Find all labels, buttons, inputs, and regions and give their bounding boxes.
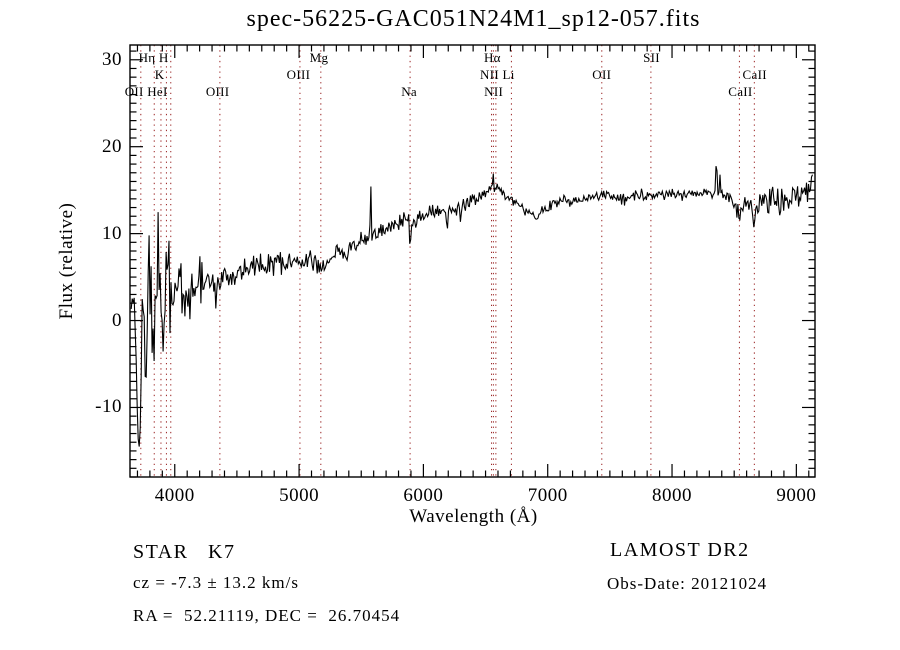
obs-date-label: Obs-Date: 20121024 [607, 574, 768, 593]
line-label: Mg [309, 50, 329, 65]
x-tick-label: 8000 [652, 485, 693, 506]
radial-velocity-label: cz = -7.3 ± 13.2 km/s [133, 573, 299, 592]
spectrum-path [130, 165, 814, 447]
y-tick-label: 30 [102, 48, 122, 70]
line-label: CaII [728, 84, 753, 99]
y-tick-label: 20 [102, 135, 122, 157]
y-tick-label: -10 [95, 396, 122, 418]
y-tick-label: 10 [102, 222, 122, 244]
line-label: OIII [205, 84, 230, 99]
y-tick-label: 0 [112, 309, 122, 331]
line-label: OII HeI [124, 84, 168, 99]
survey-release-label: LAMOST DR2 [610, 539, 750, 561]
plot-title: spec-56225-GAC051N24M1_sp12-057.fits [246, 6, 701, 32]
x-tick-label: 4000 [154, 485, 195, 506]
line-label: NII Li [480, 67, 515, 82]
object-class-label: STAR K7 [133, 541, 236, 563]
line-label: CaII [742, 67, 767, 82]
line-label: OII [592, 67, 612, 82]
line-label: OIII [286, 67, 311, 82]
x-axis-label: Wavelength (Å) [409, 506, 538, 527]
coordinates-label: RA = 52.21119, DEC = 26.70454 [133, 606, 401, 625]
x-tick-label: 9000 [776, 485, 817, 506]
x-tick-label: 5000 [279, 485, 320, 506]
x-tick-label: 7000 [527, 485, 568, 506]
line-label: Hα [483, 50, 501, 65]
line-label: Hη H [138, 50, 169, 65]
x-tick-label: 6000 [403, 485, 444, 506]
plot-frame [129, 44, 816, 478]
line-label: SII [643, 50, 660, 65]
line-label: NII [484, 84, 504, 99]
line-label: K [154, 67, 165, 82]
line-label: Na [401, 84, 417, 99]
